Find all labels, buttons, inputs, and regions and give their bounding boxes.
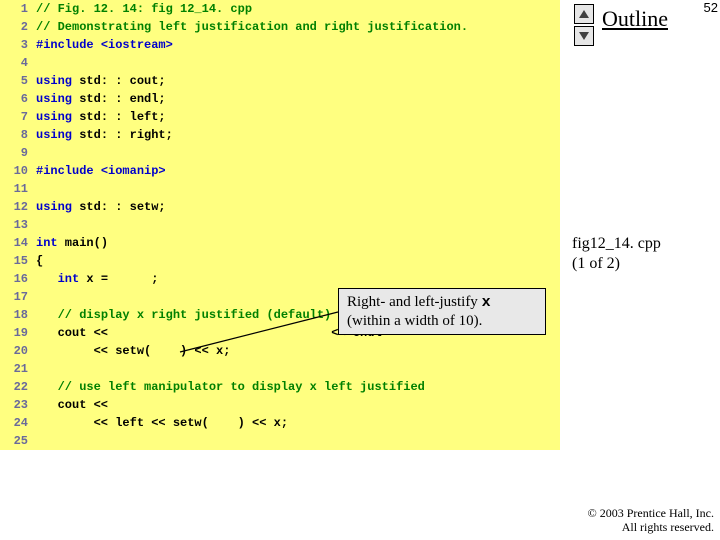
callout-var: x (482, 294, 491, 311)
copyright-line2: All rights reserved. (622, 520, 714, 534)
line-number: 10 (0, 162, 36, 180)
code-text: using std: : left; (36, 108, 560, 126)
code-text (36, 54, 560, 72)
code-text (36, 216, 560, 234)
line-number: 21 (0, 360, 36, 378)
code-line: 13 (0, 216, 560, 234)
code-line: 12using std: : setw; (0, 198, 560, 216)
code-text: << left << setw( ) << x; (36, 414, 560, 432)
code-line: 14int main() (0, 234, 560, 252)
line-number: 19 (0, 324, 36, 342)
code-text: cout << (36, 396, 560, 414)
line-number: 9 (0, 144, 36, 162)
outline-heading: Outline (602, 6, 668, 32)
caption-filename: fig12_14. cpp (572, 235, 661, 252)
prev-slide-button[interactable] (574, 4, 594, 24)
copyright: © 2003 Prentice Hall, Inc. All rights re… (588, 506, 714, 534)
code-line: 25 (0, 432, 560, 450)
code-text: using std: : cout; (36, 72, 560, 90)
code-text (36, 180, 560, 198)
code-line: 22 // use left manipulator to display x … (0, 378, 560, 396)
code-text: // Demonstrating left justification and … (36, 18, 560, 36)
line-number: 14 (0, 234, 36, 252)
code-text: int x = ; (36, 270, 560, 288)
line-number: 20 (0, 342, 36, 360)
code-text: << setw( ) << x; (36, 342, 560, 360)
code-text: using std: : right; (36, 126, 560, 144)
code-line: 2// Demonstrating left justification and… (0, 18, 560, 36)
line-number: 23 (0, 396, 36, 414)
code-text: // use left manipulator to display x lef… (36, 378, 560, 396)
code-line: 16 int x = ; (0, 270, 560, 288)
code-text: using std: : endl; (36, 90, 560, 108)
code-line: 1// Fig. 12. 14: fig 12_14. cpp (0, 0, 560, 18)
code-text (36, 144, 560, 162)
code-line: 21 (0, 360, 560, 378)
code-line: 15{ (0, 252, 560, 270)
code-line: 6using std: : endl; (0, 90, 560, 108)
copyright-line1: © 2003 Prentice Hall, Inc. (588, 506, 714, 520)
callout-text-after: (within a width of 10). (347, 313, 482, 329)
next-slide-button[interactable] (574, 26, 594, 46)
code-line: 11 (0, 180, 560, 198)
code-line: 4 (0, 54, 560, 72)
line-number: 1 (0, 0, 36, 18)
slide: 1// Fig. 12. 14: fig 12_14. cpp2// Demon… (0, 0, 720, 540)
code-line: 8using std: : right; (0, 126, 560, 144)
code-text: // Fig. 12. 14: fig 12_14. cpp (36, 0, 560, 18)
code-text (36, 360, 560, 378)
line-number: 16 (0, 270, 36, 288)
code-text: int main() (36, 234, 560, 252)
code-text: #include <iostream> (36, 36, 560, 54)
line-number: 17 (0, 288, 36, 306)
code-line: 3#include <iostream> (0, 36, 560, 54)
code-line: 10#include <iomanip> (0, 162, 560, 180)
line-number: 24 (0, 414, 36, 432)
line-number: 3 (0, 36, 36, 54)
code-line: 9 (0, 144, 560, 162)
line-number: 4 (0, 54, 36, 72)
caption-part: (1 of 2) (572, 255, 620, 272)
chevron-down-icon (578, 30, 590, 42)
code-line: 7using std: : left; (0, 108, 560, 126)
callout-text-before: Right- and left-justify (347, 294, 482, 310)
code-text: { (36, 252, 560, 270)
slide-number: 52 (704, 0, 718, 15)
line-number: 2 (0, 18, 36, 36)
figure-caption: fig12_14. cpp (1 of 2) (572, 234, 661, 274)
code-listing: 1// Fig. 12. 14: fig 12_14. cpp2// Demon… (0, 0, 560, 450)
code-text: using std: : setw; (36, 198, 560, 216)
code-line: 24 << left << setw( ) << x; (0, 414, 560, 432)
line-number: 7 (0, 108, 36, 126)
annotation-callout: Right- and left-justify x (within a widt… (338, 288, 546, 335)
line-number: 8 (0, 126, 36, 144)
chevron-up-icon (578, 8, 590, 20)
line-number: 22 (0, 378, 36, 396)
code-line: 23 cout << (0, 396, 560, 414)
code-text (36, 432, 560, 450)
line-number: 15 (0, 252, 36, 270)
line-number: 12 (0, 198, 36, 216)
line-number: 6 (0, 90, 36, 108)
code-line: 5using std: : cout; (0, 72, 560, 90)
line-number: 13 (0, 216, 36, 234)
line-number: 25 (0, 432, 36, 450)
line-number: 18 (0, 306, 36, 324)
line-number: 11 (0, 180, 36, 198)
code-line: 20 << setw( ) << x; (0, 342, 560, 360)
code-text: #include <iomanip> (36, 162, 560, 180)
line-number: 5 (0, 72, 36, 90)
